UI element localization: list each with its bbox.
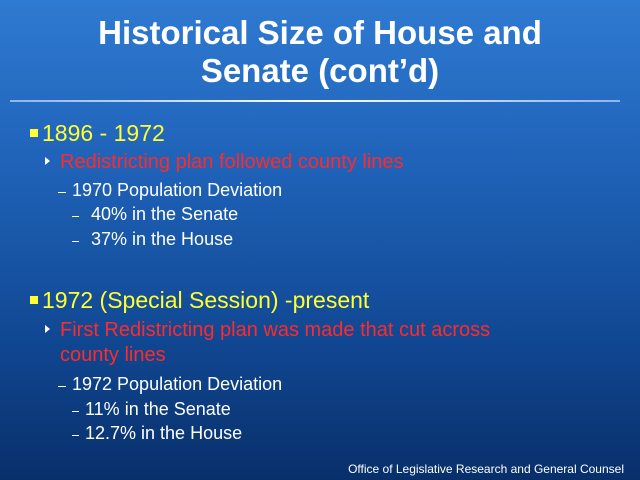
title-divider — [10, 100, 620, 102]
item-text: 11% in the Senate — [85, 399, 231, 419]
slide-title: Historical Size of House and Senate (con… — [20, 14, 620, 90]
sub-bullet-text: county lines — [60, 344, 166, 366]
square-bullet-icon — [30, 128, 38, 137]
dash-bullet-icon — [72, 240, 79, 242]
dash-bullet-icon — [72, 215, 79, 217]
slide-title-line2: Senate (cont’d) — [200, 52, 440, 89]
section-heading-text: 1896 - 1972 — [42, 120, 165, 146]
detail-1972-deviation: 1972 Population Deviation — [58, 374, 282, 395]
detail-text: 1970 Population Deviation — [72, 180, 283, 200]
dash-bullet-icon — [58, 191, 66, 193]
section-heading-text: 1972 (Special Session) -present — [42, 287, 370, 313]
item-house-1970: 37% in the House — [72, 229, 233, 250]
triangle-bullet-icon — [45, 324, 50, 333]
dash-bullet-icon — [72, 434, 79, 436]
dash-bullet-icon — [58, 385, 66, 387]
footer-credit: Office of Legislative Research and Gener… — [348, 462, 624, 476]
detail-1970-deviation: 1970 Population Deviation — [58, 180, 282, 201]
sub-bullet-cut-across-continued: county lines — [60, 344, 166, 367]
item-text: 40% in the Senate — [91, 204, 239, 224]
dash-bullet-icon — [72, 410, 79, 412]
square-bullet-icon — [30, 295, 38, 304]
section-heading-1972: 1972 (Special Session) -present — [30, 287, 369, 314]
triangle-bullet-icon — [45, 156, 50, 165]
item-house-1972: 12.7% in the House — [72, 423, 242, 444]
section-heading-1896: 1896 - 1972 — [30, 120, 165, 147]
sub-bullet-text: First Redistricting plan was made that c… — [60, 319, 491, 341]
sub-bullet-text: Redistricting plan followed county lines — [60, 151, 404, 173]
item-senate-1972: 11% in the Senate — [72, 399, 231, 420]
item-senate-1970: 40% in the Senate — [72, 204, 238, 225]
detail-text: 1972 Population Deviation — [72, 374, 283, 394]
item-text: 37% in the House — [91, 229, 234, 249]
sub-bullet-cut-across: First Redistricting plan was made that c… — [45, 319, 490, 342]
sub-bullet-county-lines: Redistricting plan followed county lines — [45, 151, 404, 174]
item-text: 12.7% in the House — [85, 423, 243, 443]
slide-title-line1: Historical Size of House and — [98, 14, 542, 51]
